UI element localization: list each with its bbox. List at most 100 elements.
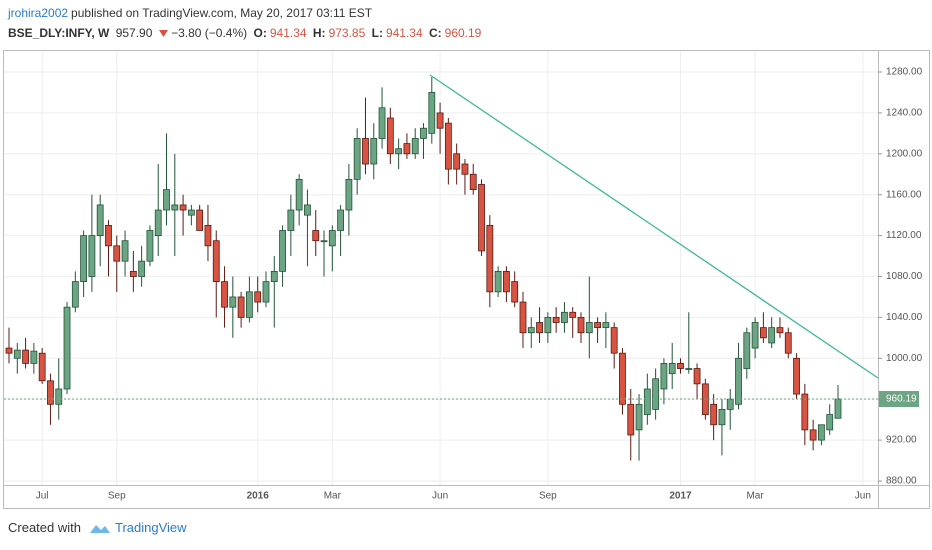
candle-body (552, 316, 560, 323)
symbol-line: BSE_DLY:INFY, W 957.90 −3.80 (−0.4%) O: 9… (8, 26, 484, 40)
candle-body (619, 352, 626, 405)
candle-body (469, 173, 477, 190)
candle-body (544, 316, 552, 334)
candle-body (536, 322, 543, 334)
candle-body (304, 204, 311, 216)
candle-body (768, 327, 776, 344)
close-value: 960.19 (444, 26, 482, 40)
author[interactable]: jrohira2002 (8, 6, 69, 20)
candle-body (602, 322, 610, 329)
candle-body (88, 235, 96, 277)
candle-body (693, 368, 701, 385)
candle-body (345, 178, 353, 211)
candle-body (569, 311, 577, 318)
x-tick-label: 2016 (247, 491, 270, 502)
frame (3, 50, 930, 509)
symbol: BSE_DLY:INFY, W (8, 26, 110, 40)
candle-body (668, 363, 676, 375)
candle-body (221, 281, 228, 308)
grid (4, 51, 878, 485)
footer: Created with TradingView (8, 520, 187, 535)
low-value: 941.34 (385, 26, 423, 40)
candle-body (809, 429, 817, 441)
candle-body (96, 204, 104, 237)
created-with: Created with (8, 520, 81, 535)
last-price: 957.90 (115, 26, 153, 40)
brand[interactable]: TradingView (114, 520, 187, 535)
candle-body (13, 349, 21, 359)
candle-body (759, 327, 767, 339)
x-tick-label: Sep (539, 491, 557, 502)
x-tick-label: Mar (324, 491, 342, 502)
low-label: L: (371, 26, 383, 40)
y-tick-label: 1280.00 (886, 67, 923, 78)
candle-body (519, 301, 527, 334)
candle-body (486, 224, 494, 293)
chart: 880.00920.00960.001000.001040.001080.001… (3, 50, 930, 509)
candle-body (370, 138, 378, 165)
candle-body (353, 138, 361, 180)
candle-body (362, 138, 369, 165)
x-tick-label: Jun (855, 491, 871, 502)
open-value: 941.34 (269, 26, 307, 40)
candle-body (138, 260, 146, 277)
candle-body (395, 148, 403, 155)
candle-body (287, 209, 295, 231)
y-tick-label: 1240.00 (886, 108, 923, 119)
candle-body (436, 112, 444, 129)
candle-body (328, 230, 336, 247)
high-value: 973.85 (328, 26, 366, 40)
candle-body (212, 240, 220, 283)
candle-body (561, 311, 568, 323)
candle-body (718, 409, 726, 426)
candle-body (660, 363, 668, 390)
candle-body (652, 378, 660, 410)
candle-body (627, 403, 635, 436)
candle-body (403, 143, 411, 155)
candle-body (386, 117, 394, 155)
published: published on TradingView.com, May 20, 20… (71, 6, 373, 20)
candle-body (22, 349, 29, 364)
candle-body (295, 178, 303, 211)
candle-body (453, 153, 461, 170)
candle-body (246, 291, 253, 318)
last-price-label: 960.19 (886, 394, 917, 405)
y-tick-label: 1120.00 (886, 230, 922, 241)
y-tick-label: 920.00 (886, 435, 917, 446)
y-tick-label: 1160.00 (886, 189, 922, 200)
candle-body (320, 240, 328, 243)
candle-body (171, 204, 179, 211)
candle-body (55, 388, 63, 405)
y-tick-label: 1000.00 (886, 353, 923, 364)
candle-body (270, 270, 278, 283)
x-tick-label: Jul (36, 491, 49, 502)
close-label: C: (428, 26, 442, 40)
candle-body (63, 306, 71, 390)
candle-body (735, 357, 742, 405)
candle-body (179, 204, 187, 211)
y-tick-label: 1200.00 (886, 148, 923, 159)
candle-body (527, 327, 535, 334)
candle-body (129, 270, 137, 277)
candle-body (146, 230, 154, 262)
candle-body (312, 230, 320, 242)
candle-body (793, 357, 800, 395)
candle-body (105, 224, 112, 247)
candle-body (826, 414, 834, 431)
candle-body (585, 322, 593, 334)
candle-body (610, 327, 618, 354)
logo (89, 524, 110, 533)
x-tick-label: Jun (432, 491, 448, 502)
publish-line: jrohira2002 published on TradingView.com,… (8, 6, 375, 20)
candle-body (461, 163, 469, 175)
candle-body (511, 281, 519, 303)
candle-body (494, 270, 502, 293)
candle-body (834, 398, 842, 419)
candle-body (751, 322, 759, 349)
candle-body (594, 322, 601, 329)
candle-body (743, 332, 751, 369)
candle-body (378, 107, 386, 139)
candle-body (154, 209, 162, 237)
x-tick-label: Sep (108, 491, 126, 502)
